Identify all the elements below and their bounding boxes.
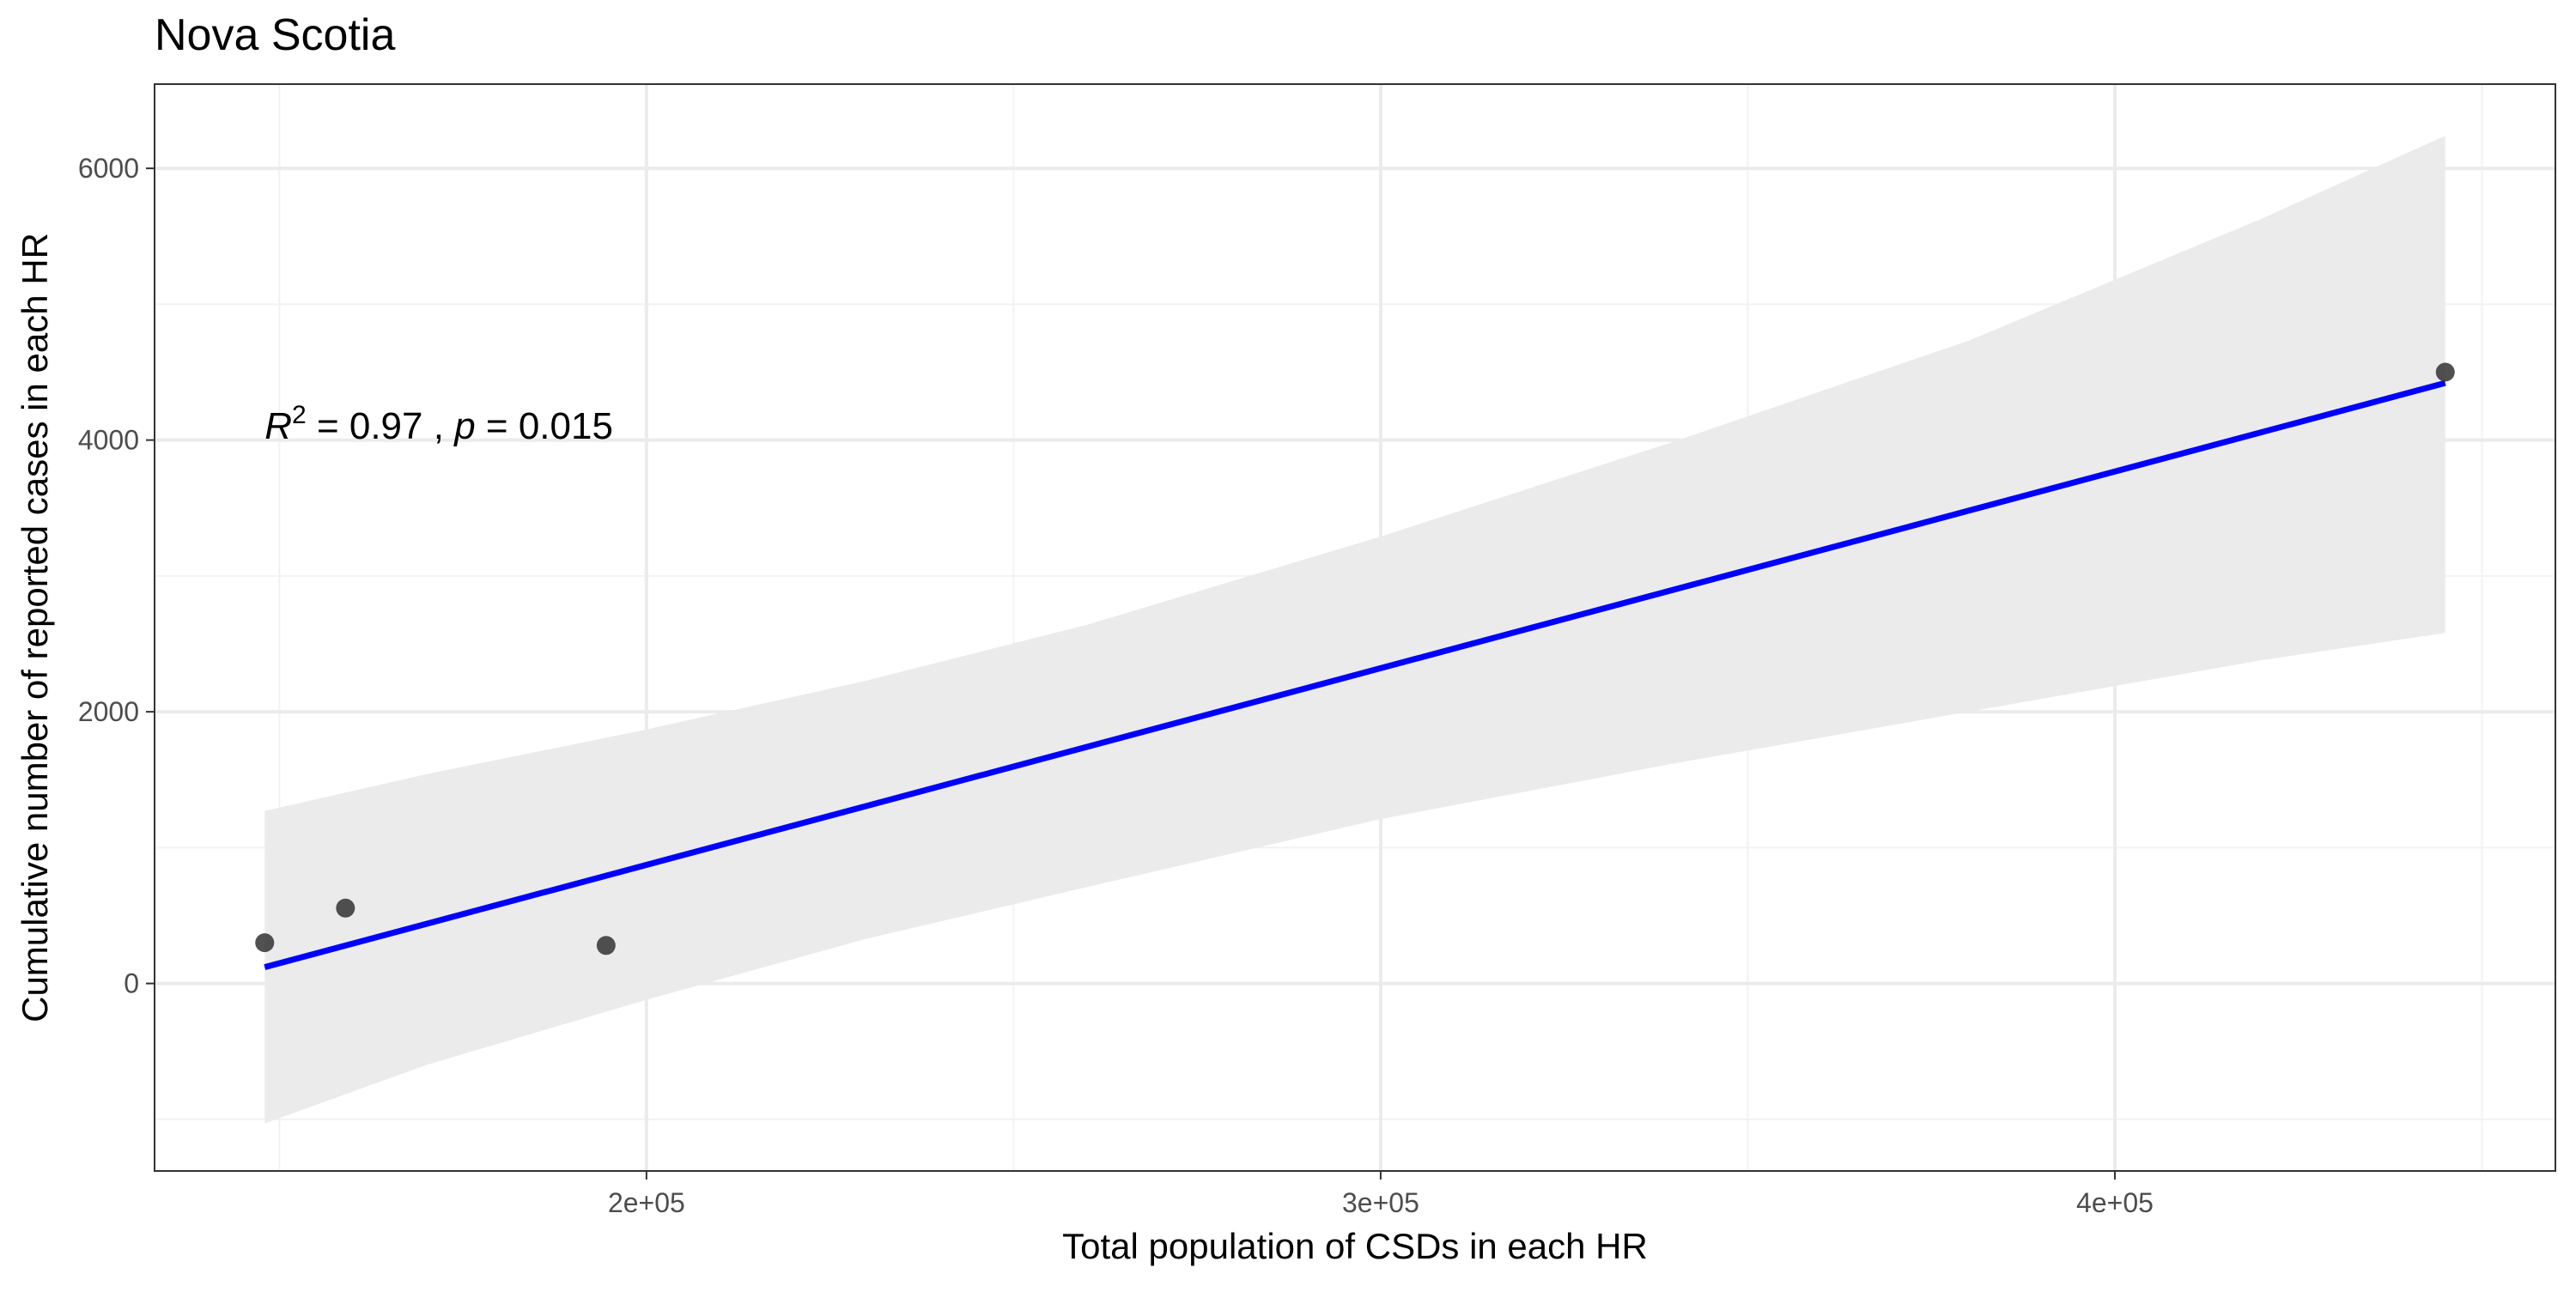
annotation-p-symbol: p xyxy=(453,405,475,447)
confidence-band-layer xyxy=(264,136,2445,1124)
x-tick-label: 4e+05 xyxy=(2076,1187,2154,1218)
y-tick-label: 0 xyxy=(124,968,139,999)
x-axis-label: Total population of CSDs in each HR xyxy=(1062,1226,1648,1266)
chart-title: Nova Scotia xyxy=(155,10,395,60)
x-axis: 2e+05 3e+05 4e+05 xyxy=(608,1171,2154,1218)
y-tick-label: 6000 xyxy=(78,153,139,184)
annotation-r-symbol: R xyxy=(264,405,292,447)
y-tick-label: 2000 xyxy=(78,696,139,727)
y-axis-label: Cumulative number of reported cases in e… xyxy=(15,233,55,1022)
fit-line-layer xyxy=(264,379,2446,971)
confidence-band xyxy=(264,136,2445,1124)
x-tick-label: 2e+05 xyxy=(608,1187,685,1218)
annotation-p-value: = 0.015 xyxy=(476,405,613,447)
points-layer xyxy=(255,362,2455,955)
annotation-superscript: 2 xyxy=(292,401,307,429)
y-axis: 0 2000 4000 6000 xyxy=(78,153,155,999)
panel-border xyxy=(154,83,2556,1172)
annotation-r-value: = 0.97 , xyxy=(307,405,454,447)
x-tick-label: 3e+05 xyxy=(1342,1187,1419,1218)
data-point xyxy=(596,936,616,955)
data-point xyxy=(2435,362,2455,382)
annotation-layer: R2 = 0.97 , p = 0.015 xyxy=(264,401,613,447)
data-point xyxy=(336,898,355,918)
fit-line xyxy=(264,379,2446,971)
stat-annotation: R2 = 0.97 , p = 0.015 xyxy=(264,401,613,447)
y-tick-label: 4000 xyxy=(78,425,139,456)
data-point xyxy=(255,933,275,953)
